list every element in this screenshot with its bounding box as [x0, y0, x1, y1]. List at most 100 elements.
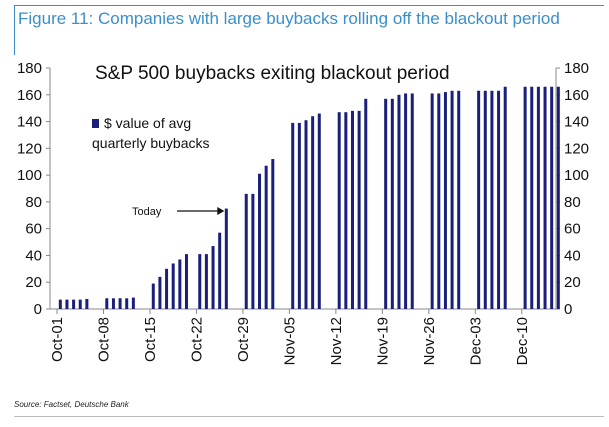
x-tick-label: Dec-10 [514, 317, 531, 365]
y-tick-label-left: 20 [25, 274, 42, 291]
bar [85, 298, 89, 309]
y-tick-label-left: 40 [25, 247, 42, 264]
bar [58, 299, 62, 309]
x-tick-label: Oct-15 [142, 317, 159, 362]
y-tick-label-right: 160 [564, 87, 589, 104]
bar [171, 263, 175, 309]
bar [304, 120, 308, 309]
bar [350, 110, 354, 309]
x-tick-label: Nov-05 [281, 317, 298, 365]
bar [111, 298, 115, 309]
figure-title: Figure 11: Companies with large buybacks… [18, 9, 560, 28]
y-tick-label-left: 140 [17, 114, 42, 131]
bar [105, 298, 109, 309]
bar [264, 165, 268, 309]
bar [483, 90, 487, 309]
bar [271, 159, 275, 309]
x-tick-label: Nov-12 [328, 317, 345, 365]
bar [151, 283, 155, 309]
bar [450, 90, 454, 309]
bar [204, 254, 208, 309]
y-tick-label-left: 160 [17, 87, 42, 104]
legend-swatch [92, 119, 99, 128]
y-tick-label-right: 100 [564, 167, 589, 184]
bar [337, 112, 341, 309]
bar [430, 93, 434, 309]
legend-label-line1: $ value of avg [104, 115, 191, 131]
bar [158, 276, 162, 309]
bar [556, 86, 560, 309]
bar [543, 86, 547, 309]
y-tick-label-left: 100 [17, 167, 42, 184]
bar [497, 90, 501, 309]
bar [404, 93, 408, 309]
bar [550, 86, 554, 309]
bar [344, 112, 348, 309]
y-tick-label-right: 0 [564, 301, 572, 318]
bar [131, 297, 135, 309]
bar [118, 298, 122, 309]
y-tick-label-right: 180 [564, 60, 589, 77]
bar [244, 193, 248, 309]
bar [317, 113, 321, 310]
bar [311, 116, 315, 309]
y-tick-label-right: 140 [564, 114, 589, 131]
y-tick-label-left: 80 [25, 194, 42, 211]
bar [65, 299, 69, 309]
bar [297, 122, 301, 310]
bar [78, 299, 82, 309]
bar [218, 232, 222, 309]
bar [390, 98, 394, 310]
bar [72, 299, 76, 309]
y-tick-label-left: 120 [17, 140, 42, 157]
bar [211, 246, 215, 309]
bar [457, 90, 461, 309]
bar [410, 93, 414, 309]
x-tick-label: Oct-01 [49, 317, 66, 362]
bar [437, 93, 441, 309]
bar [291, 122, 295, 310]
x-tick-label: Oct-29 [235, 317, 252, 362]
frame-top-rule [14, 5, 604, 6]
bar [443, 92, 447, 309]
bar [357, 110, 361, 309]
bar [536, 86, 540, 309]
frame-left-rule [14, 5, 15, 55]
bar [477, 90, 481, 309]
bar [198, 254, 202, 309]
bottom-rule [14, 416, 604, 417]
bar [503, 86, 507, 309]
bar [165, 268, 169, 309]
x-tick-label: Nov-26 [421, 317, 438, 365]
bar [178, 259, 182, 309]
legend-label-line2: quarterly buybacks [92, 135, 210, 151]
x-tick-label: Nov-19 [374, 317, 391, 365]
today-arrow-head-icon [217, 207, 225, 215]
bar [397, 94, 401, 310]
y-tick-label-right: 60 [564, 221, 581, 238]
bar [490, 90, 494, 309]
y-tick-label-left: 180 [17, 60, 42, 77]
y-tick-label-left: 0 [34, 301, 42, 318]
today-annotation: Today [132, 206, 162, 218]
bar [224, 208, 228, 309]
x-tick-label: Oct-08 [95, 317, 112, 362]
chart-title: S&P 500 buybacks exiting blackout period [95, 63, 450, 84]
bar [384, 98, 388, 310]
bar [184, 254, 188, 309]
bar [530, 86, 534, 309]
bar [251, 193, 255, 309]
bar [125, 298, 129, 309]
x-tick-label: Dec-03 [467, 317, 484, 365]
x-tick-label: Oct-22 [188, 317, 205, 362]
bar [523, 86, 527, 309]
y-tick-label-right: 40 [564, 247, 581, 264]
source-note: Source: Factset, Deutsche Bank [14, 400, 129, 409]
y-tick-label-right: 20 [564, 274, 581, 291]
bar [364, 98, 368, 310]
y-tick-label-right: 80 [564, 194, 581, 211]
y-tick-label-left: 60 [25, 221, 42, 238]
bar [258, 173, 262, 309]
